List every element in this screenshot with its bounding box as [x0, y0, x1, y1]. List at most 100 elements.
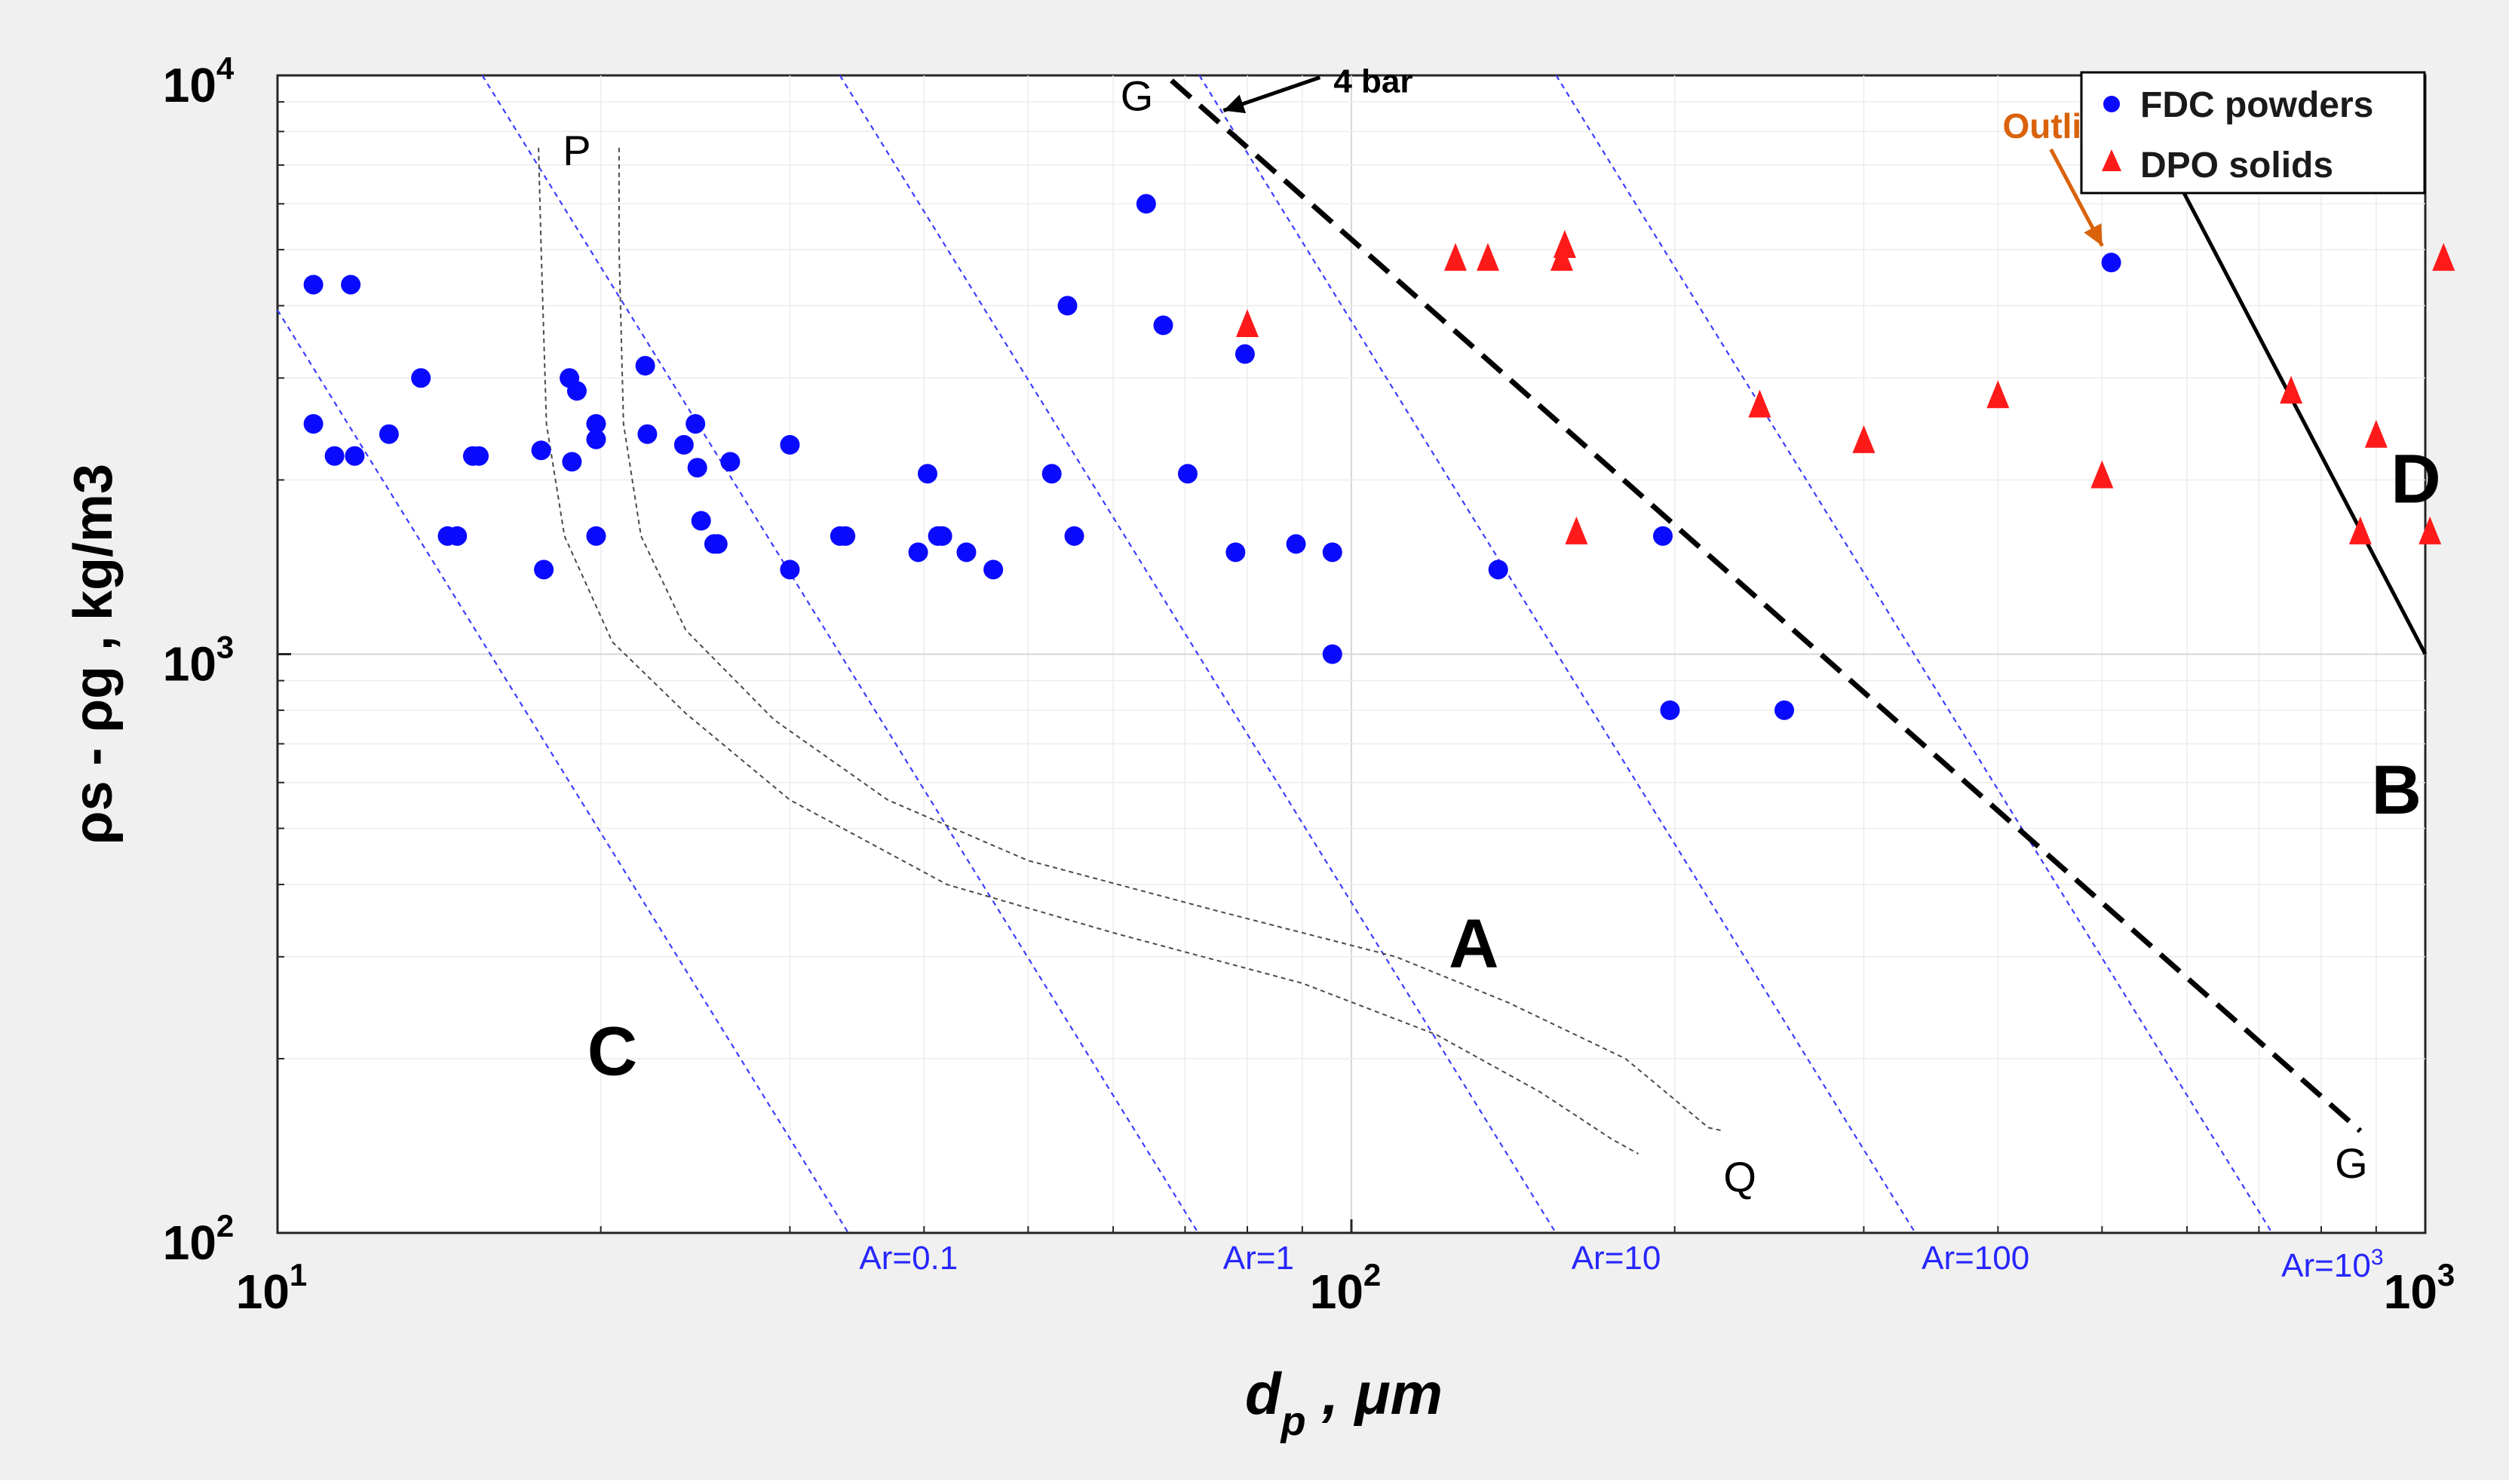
dpo-point	[1443, 243, 1467, 271]
fdc-point	[932, 526, 952, 546]
y-axis-title: ρs - ρg , kg/m3	[63, 464, 124, 845]
fdc-point	[1653, 526, 1673, 546]
dpo-point	[1550, 243, 1573, 271]
fdc-point	[686, 414, 706, 434]
label-g-end: G	[2335, 1139, 2368, 1187]
fdc-point	[1774, 700, 1795, 720]
fdc-point	[707, 534, 728, 554]
fdc-point	[1322, 644, 1342, 664]
fdc-point	[1153, 315, 1173, 336]
fdc-point	[562, 452, 582, 472]
gg-line	[1170, 78, 2363, 1133]
fdc-point	[637, 424, 658, 444]
bd-line	[2169, 167, 2428, 655]
data-points	[303, 194, 2455, 720]
fdc-point	[687, 458, 707, 478]
fdc-point	[586, 526, 606, 546]
fdc-point	[917, 464, 937, 484]
fdc-point	[469, 446, 489, 466]
archimedes-line	[481, 75, 1199, 1234]
dpo-point	[1748, 389, 1771, 418]
fdc-point	[691, 511, 711, 531]
outlier-arrow-head	[2084, 223, 2103, 247]
fdc-point	[411, 368, 431, 388]
fdc-point	[1286, 534, 1306, 554]
fdc-point	[379, 424, 399, 444]
pq-curves: PQ	[538, 127, 1756, 1200]
fdc-point	[956, 542, 977, 563]
fdc-point	[1322, 542, 1342, 563]
fdc-point	[780, 434, 800, 455]
pq-curve	[618, 147, 1724, 1132]
fdc-point	[1177, 464, 1198, 484]
archimedes-label: Ar=103	[2281, 1245, 2383, 1285]
archimedes-label: Ar=10	[1572, 1240, 1661, 1277]
fdc-point	[586, 429, 606, 449]
fdc-point	[586, 414, 606, 434]
region-label-a: A	[1449, 906, 1498, 983]
label-p: P	[563, 127, 590, 174]
fdc-point	[566, 381, 587, 401]
region-label-c: C	[587, 1013, 637, 1090]
fdc-point	[1136, 194, 1156, 214]
region-label-b: B	[2372, 752, 2422, 829]
fdc-point	[345, 446, 365, 466]
fdc-point	[341, 274, 361, 295]
fdc-point	[531, 440, 551, 461]
fdc-point	[2101, 253, 2121, 273]
chart-labels: C A B D	[587, 440, 2441, 1090]
dpo-point	[1852, 425, 1876, 453]
legend-label: FDC powders	[2140, 85, 2373, 125]
archimedes-line	[1198, 75, 1916, 1234]
archimedes-line	[839, 75, 1557, 1234]
fdc-point	[534, 560, 554, 580]
fdc-point	[1488, 560, 1508, 580]
fdc-point	[1057, 296, 1078, 316]
fdc-point	[635, 356, 655, 376]
fdc-point	[324, 446, 345, 466]
fdc-point	[447, 526, 468, 546]
grid	[278, 75, 2425, 1233]
archimedes-label: Ar=0.1	[859, 1240, 958, 1277]
dpo-point	[2364, 419, 2388, 448]
dpo-point	[1986, 380, 2010, 409]
dpo-point	[1476, 243, 1499, 271]
label-q: Q	[1723, 1153, 1756, 1200]
fdc-point	[983, 560, 1004, 580]
label-g-start: G	[1121, 72, 1154, 120]
dpo-point	[2090, 460, 2114, 489]
legend-marker-triangle	[2102, 149, 2121, 171]
archimedes-label: Ar=1	[1223, 1240, 1294, 1277]
fdc-point	[720, 452, 741, 472]
fdc-point	[1235, 344, 1255, 364]
four-bar-arrow-head	[1223, 94, 1247, 114]
dpo-point	[2348, 516, 2372, 544]
region-label-d: D	[2391, 440, 2440, 517]
fdc-point	[908, 542, 928, 563]
fdc-point	[1064, 526, 1084, 546]
dpo-point	[2432, 243, 2455, 271]
archimedes-line	[1555, 75, 2273, 1234]
fdc-point	[673, 434, 694, 455]
fdc-point	[1225, 542, 1246, 563]
fdc-point	[303, 414, 324, 434]
dpo-point	[1236, 308, 1259, 337]
dpo-point	[2280, 376, 2303, 404]
legend-box	[2080, 71, 2426, 195]
fdc-point	[1041, 464, 1062, 484]
dpo-point	[1565, 516, 1588, 544]
fdc-point	[780, 560, 800, 580]
four-bar-label: 4 bar	[1333, 63, 1412, 100]
legend: FDC powders DPO solids	[2080, 71, 2426, 195]
dpo-point	[2419, 516, 2442, 544]
legend-label: DPO solids	[2140, 146, 2333, 186]
archimedes-lines: Ar=0.1 Ar=1 Ar=10 Ar=100 Ar=103	[277, 75, 2384, 1285]
fdc-point	[1660, 700, 1680, 720]
pq-curve	[538, 147, 1639, 1154]
archimedes-label: Ar=100	[1922, 1240, 2029, 1277]
archimedes-line	[277, 309, 849, 1234]
x-axis-title: dp , μm	[1245, 1360, 1443, 1444]
